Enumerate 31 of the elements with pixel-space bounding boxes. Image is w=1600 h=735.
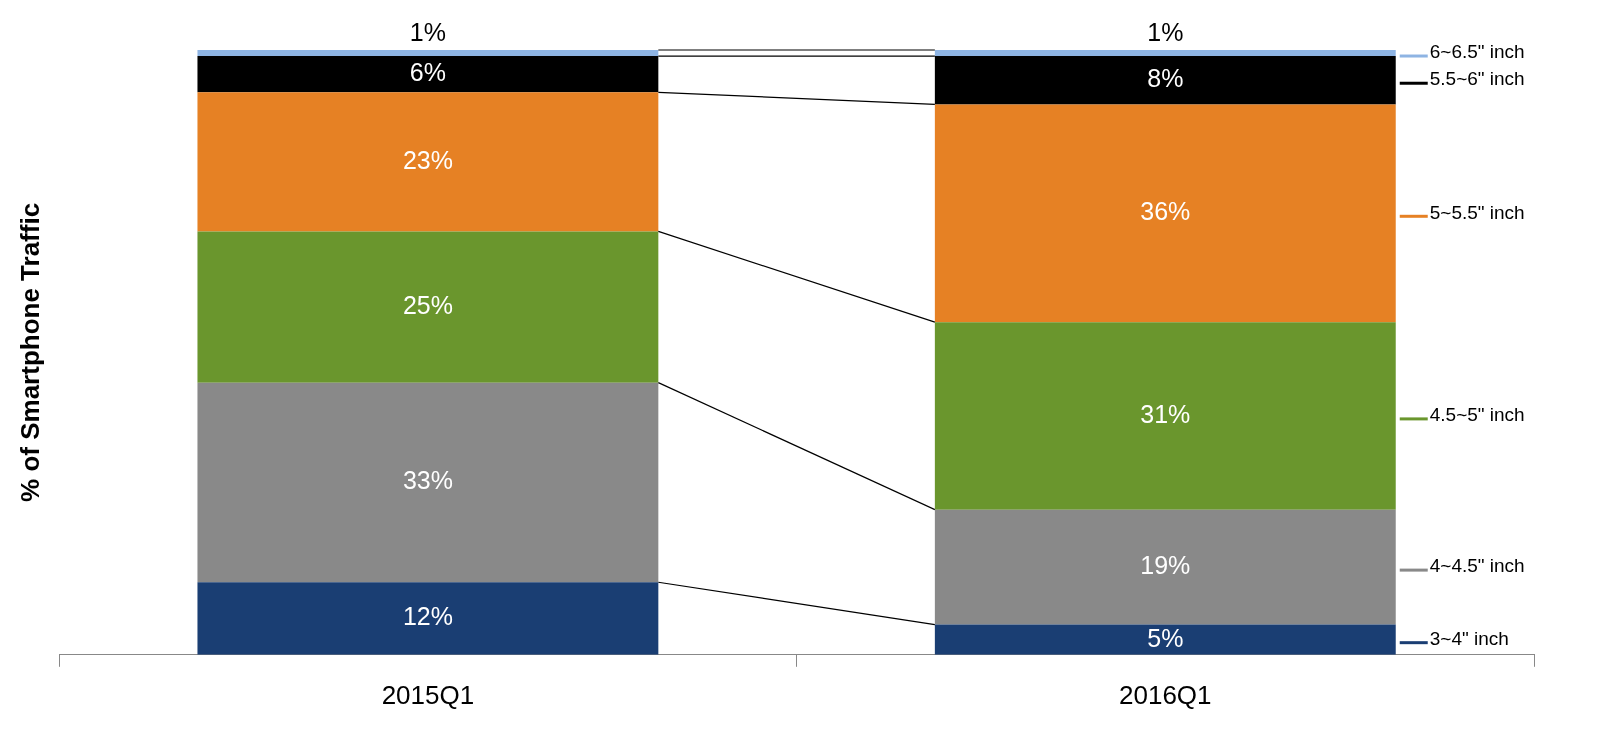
data-label: 31%	[1140, 399, 1191, 428]
bar	[934, 104, 1396, 323]
legend-label: 4~4.5" inch	[1429, 555, 1525, 577]
legend-label: 5.5~6" inch	[1429, 68, 1525, 90]
bar	[197, 50, 659, 57]
bar	[934, 50, 1396, 57]
x-tick-label: 2015Q1	[381, 679, 475, 710]
bar	[197, 92, 659, 232]
data-label: 12%	[402, 602, 453, 631]
data-label: 19%	[1140, 550, 1191, 579]
legend-label: 4.5~5" inch	[1429, 404, 1525, 426]
data-label: 25%	[402, 290, 453, 319]
bar	[934, 624, 1396, 655]
bar	[934, 509, 1396, 625]
data-label: 6%	[409, 58, 446, 87]
data-label: 5%	[1147, 623, 1184, 652]
data-label: 36%	[1140, 197, 1191, 226]
data-label: 23%	[402, 145, 453, 174]
x-tick-label: 2016Q1	[1119, 679, 1212, 710]
bar	[934, 322, 1396, 510]
data-label: 1%	[409, 17, 446, 46]
bar	[197, 231, 659, 383]
y-axis-title: % of Smartphone Traffic	[14, 202, 45, 502]
data-label: 8%	[1147, 64, 1184, 93]
bar	[197, 382, 659, 583]
bar	[197, 582, 659, 655]
legend-label: 3~4" inch	[1429, 627, 1509, 649]
legend-label: 5~5.5" inch	[1429, 201, 1525, 223]
data-label: 33%	[402, 466, 453, 495]
legend-label: 6~6.5" inch	[1429, 41, 1525, 63]
data-label: 1%	[1147, 17, 1184, 46]
